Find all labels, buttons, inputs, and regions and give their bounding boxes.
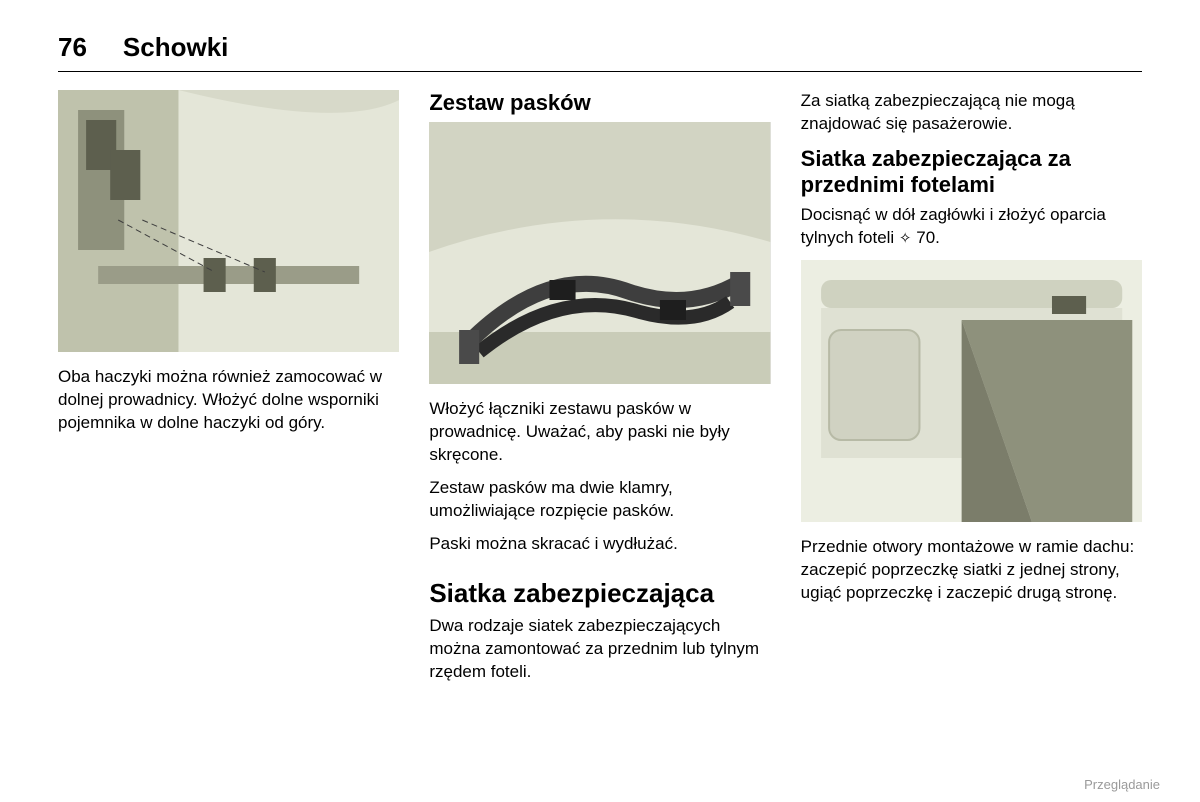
page-header: 76 Schowki — [58, 32, 1142, 63]
col2-paragraph-1: Włożyć łączniki zestawu pasków w prowadn… — [429, 398, 770, 467]
illustration-safety-net — [801, 260, 1142, 522]
col3-paragraph-1: Za siatką zabezpieczającą nie mogą znajd… — [801, 90, 1142, 136]
col1-paragraph-1: Oba haczyki można również zamocować w do… — [58, 366, 399, 435]
col3-heading: Siatka zabezpieczająca za przednimi fote… — [801, 146, 1142, 198]
col2-paragraph-4: Dwa rodzaje siatek zabezpieczających moż… — [429, 615, 770, 684]
col3-paragraph-3: Przednie otwory montażowe w ramie dachu:… — [801, 536, 1142, 605]
col3-p2-text: Docisnąć w dół zagłówki i złożyć oparcia… — [801, 205, 1106, 247]
header-rule — [58, 71, 1142, 72]
col2-heading: Zestaw pasków — [429, 90, 770, 116]
page-number: 76 — [58, 32, 87, 63]
col2-paragraph-3: Paski można skracać i wydłużać. — [429, 533, 770, 556]
footer-label: Przeglądanie — [1084, 777, 1160, 792]
column-1: Oba haczyki można również zamocować w do… — [58, 90, 399, 693]
section-title: Schowki — [123, 32, 228, 63]
content-columns: Oba haczyki można również zamocować w do… — [58, 90, 1142, 693]
col2-heading-large: Siatka zabezpieczająca — [429, 578, 770, 609]
column-2: Zestaw pasków Włożyć łączniki zestawu pa… — [429, 90, 770, 693]
col3-paragraph-2: Docisnąć w dół zagłówki i złożyć oparcia… — [801, 204, 1142, 250]
column-3: Za siatką zabezpieczającą nie mogą znajd… — [801, 90, 1142, 693]
col3-p2-ref: 70. — [916, 228, 940, 247]
reference-arrow-icon: ✧ — [899, 229, 912, 249]
illustration-rail-hooks — [58, 90, 399, 352]
col2-paragraph-2: Zestaw pasków ma dwie klamry, umożliwiaj… — [429, 477, 770, 523]
illustration-strap-set — [429, 122, 770, 384]
